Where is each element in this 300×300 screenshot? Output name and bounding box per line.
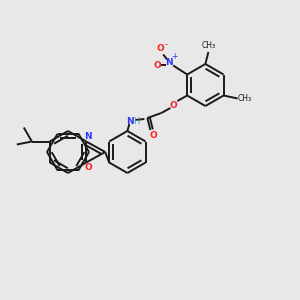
Text: N: N [165,58,173,67]
Text: -: - [165,40,168,49]
Text: O: O [156,44,164,53]
Text: +: + [171,52,177,61]
Text: CH₃: CH₃ [201,40,215,50]
Text: O: O [84,163,92,172]
Text: O: O [149,130,157,140]
Text: N: N [84,132,92,141]
Text: O: O [169,100,177,109]
Text: O: O [153,61,161,70]
Text: CH₃: CH₃ [238,94,252,103]
Text: H: H [133,116,140,125]
Text: N: N [127,116,134,125]
